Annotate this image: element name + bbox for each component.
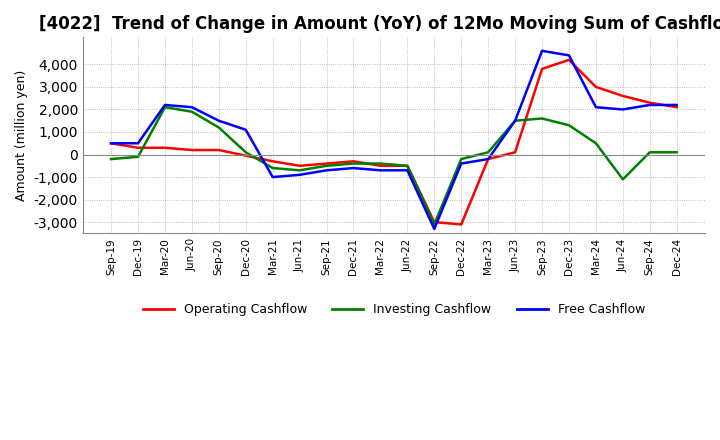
Y-axis label: Amount (million yen): Amount (million yen) (15, 70, 28, 201)
Line: Free Cashflow: Free Cashflow (111, 51, 677, 229)
Investing Cashflow (295, 168, 304, 173)
Title: [4022]  Trend of Change in Amount (YoY) of 12Mo Moving Sum of Cashflows: [4022] Trend of Change in Amount (YoY) o… (39, 15, 720, 33)
Investing Cashflow (161, 105, 169, 110)
Operating Cashflow (538, 66, 546, 72)
Free Cashflow (188, 105, 197, 110)
Investing Cashflow (484, 150, 492, 155)
Investing Cashflow (107, 156, 115, 161)
Investing Cashflow (564, 123, 573, 128)
Investing Cashflow (269, 165, 277, 171)
Operating Cashflow (564, 57, 573, 62)
Free Cashflow (510, 118, 519, 123)
Investing Cashflow (618, 177, 627, 182)
Operating Cashflow (430, 220, 438, 225)
Investing Cashflow (457, 156, 466, 161)
Operating Cashflow (188, 147, 197, 153)
Free Cashflow (457, 161, 466, 166)
Investing Cashflow (349, 161, 358, 166)
Operating Cashflow (403, 163, 412, 169)
Operating Cashflow (645, 100, 654, 105)
Operating Cashflow (241, 153, 250, 158)
Free Cashflow (215, 118, 223, 123)
Free Cashflow (161, 103, 169, 108)
Free Cashflow (376, 168, 384, 173)
Investing Cashflow (188, 109, 197, 114)
Line: Operating Cashflow: Operating Cashflow (111, 60, 677, 224)
Investing Cashflow (592, 141, 600, 146)
Investing Cashflow (215, 125, 223, 130)
Legend: Operating Cashflow, Investing Cashflow, Free Cashflow: Operating Cashflow, Investing Cashflow, … (138, 298, 650, 321)
Free Cashflow (430, 226, 438, 231)
Operating Cashflow (269, 159, 277, 164)
Free Cashflow (241, 127, 250, 132)
Operating Cashflow (349, 159, 358, 164)
Operating Cashflow (510, 150, 519, 155)
Investing Cashflow (510, 118, 519, 123)
Free Cashflow (592, 105, 600, 110)
Free Cashflow (538, 48, 546, 54)
Operating Cashflow (161, 145, 169, 150)
Operating Cashflow (457, 222, 466, 227)
Operating Cashflow (672, 105, 681, 110)
Operating Cashflow (484, 156, 492, 161)
Free Cashflow (269, 174, 277, 180)
Free Cashflow (618, 107, 627, 112)
Operating Cashflow (592, 84, 600, 90)
Investing Cashflow (134, 154, 143, 159)
Free Cashflow (484, 156, 492, 161)
Free Cashflow (349, 165, 358, 171)
Free Cashflow (403, 168, 412, 173)
Free Cashflow (323, 168, 331, 173)
Free Cashflow (672, 103, 681, 108)
Free Cashflow (295, 172, 304, 177)
Free Cashflow (107, 141, 115, 146)
Free Cashflow (134, 141, 143, 146)
Operating Cashflow (215, 147, 223, 153)
Operating Cashflow (618, 93, 627, 99)
Line: Investing Cashflow: Investing Cashflow (111, 107, 677, 224)
Operating Cashflow (295, 163, 304, 169)
Operating Cashflow (134, 145, 143, 150)
Operating Cashflow (323, 161, 331, 166)
Operating Cashflow (376, 163, 384, 169)
Operating Cashflow (107, 141, 115, 146)
Free Cashflow (645, 103, 654, 108)
Investing Cashflow (241, 150, 250, 155)
Investing Cashflow (538, 116, 546, 121)
Investing Cashflow (376, 161, 384, 166)
Investing Cashflow (403, 163, 412, 169)
Investing Cashflow (430, 222, 438, 227)
Investing Cashflow (672, 150, 681, 155)
Investing Cashflow (323, 163, 331, 169)
Free Cashflow (564, 53, 573, 58)
Investing Cashflow (645, 150, 654, 155)
